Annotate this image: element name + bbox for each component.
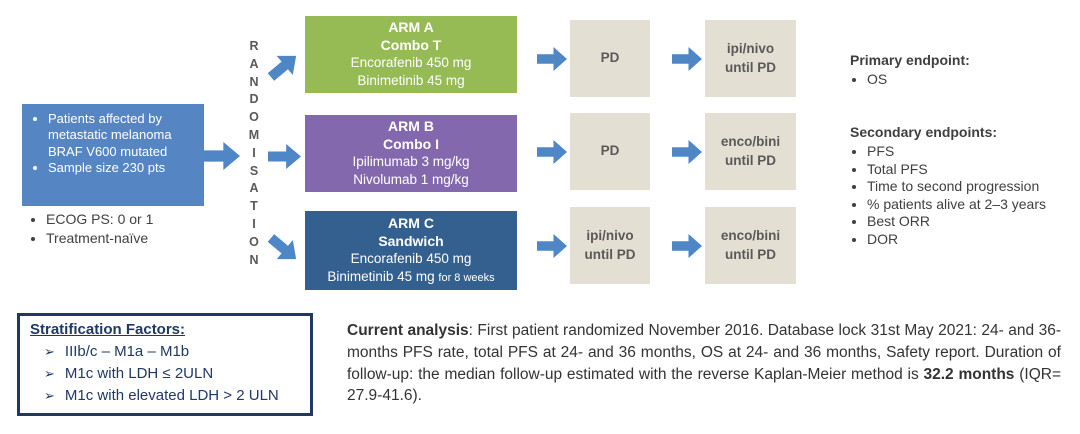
analysis-lead-bold: Current analysis bbox=[347, 322, 469, 339]
arm-name: ARM A bbox=[388, 19, 434, 35]
endpoint-item: Best ORR bbox=[867, 213, 1046, 231]
stratification-item-text: M1c with elevated LDH > 2 ULN bbox=[64, 387, 279, 404]
endpoint-item: Total PFS bbox=[867, 161, 1046, 179]
stage-box-arm-b-pd: PD bbox=[570, 113, 650, 190]
arrowhead-bullet-icon: ➢ bbox=[44, 366, 55, 381]
eligibility-item: Treatment-naïve bbox=[46, 229, 153, 248]
arm-b-box: ARM B Combo I Ipilimumab 3 mg/kg Nivolum… bbox=[305, 115, 517, 192]
right-arrow-icon bbox=[672, 47, 702, 71]
primary-endpoint-list: OS bbox=[850, 71, 970, 89]
right-arrow-icon bbox=[537, 47, 567, 71]
arm-a-box: ARM A Combo T Encorafenib 450 mg Binimet… bbox=[305, 16, 517, 93]
right-arrow-icon bbox=[537, 140, 567, 164]
secondary-endpoints-block: Secondary endpoints: PFS Total PFS Time … bbox=[850, 124, 1046, 249]
analysis-body-text: : First patient randomized November 2016… bbox=[347, 322, 1061, 383]
patient-population-box: Patients affected by metastatic melanoma… bbox=[22, 104, 204, 206]
stratification-item-text: IIIb/c – M1a – M1b bbox=[64, 343, 190, 360]
arm-drug: Ipilimumab 3 mg/kg bbox=[352, 154, 470, 169]
arm-drug-note: for 8 weeks bbox=[438, 272, 495, 284]
stratification-heading: Stratification Factors: bbox=[30, 321, 186, 338]
endpoint-item: % patients alive at 2–3 years bbox=[867, 196, 1046, 214]
endpoint-item: PFS bbox=[867, 143, 1046, 161]
endpoint-item: OS bbox=[867, 71, 970, 89]
stage-box-arm-b-next: enco/bini until PD bbox=[705, 113, 796, 190]
arm-name: ARM C bbox=[388, 215, 434, 231]
arrowhead-bullet-icon: ➢ bbox=[44, 344, 55, 359]
arm-drug-text: Binimetinib 45 mg bbox=[327, 269, 435, 284]
arm-subtitle: Combo I bbox=[383, 136, 439, 152]
arm-drug: Binimetinib 45 mg bbox=[305, 72, 517, 91]
primary-endpoint-heading: Primary endpoint: bbox=[850, 52, 970, 68]
stratification-item: ➢ M1c with elevated LDH > 2 ULN bbox=[30, 385, 302, 407]
arm-drug: Nivolumab 1 mg/kg bbox=[305, 171, 517, 190]
stage-box-arm-a-next: ipi/nivo until PD bbox=[705, 20, 796, 97]
stratification-item: ➢ IIIb/c – M1a – M1b bbox=[30, 341, 302, 363]
arm-subtitle: Combo T bbox=[380, 37, 442, 53]
patient-bullet: Patients affected by metastatic melanoma… bbox=[48, 111, 200, 160]
endpoint-item: DOR bbox=[867, 231, 1046, 249]
up-right-arrow-icon bbox=[263, 46, 304, 86]
arm-name: ARM B bbox=[388, 118, 434, 134]
primary-endpoint-block: Primary endpoint: OS bbox=[850, 52, 970, 89]
patient-bullet: Sample size 230 pts bbox=[48, 160, 200, 176]
stage-box-arm-c-next: enco/bini until PD bbox=[705, 207, 796, 284]
arm-drug: Encorafenib 450 mg bbox=[350, 55, 472, 70]
randomisation-label: R A N D O M I S A T I O N bbox=[248, 39, 260, 267]
current-analysis-paragraph: Current analysis: First patient randomiz… bbox=[347, 320, 1061, 407]
eligibility-list: ECOG PS: 0 or 1 Treatment-naïve bbox=[30, 210, 153, 248]
right-arrow-icon bbox=[537, 234, 567, 258]
right-arrow-icon bbox=[672, 234, 702, 258]
secondary-endpoints-list: PFS Total PFS Time to second progression… bbox=[850, 143, 1046, 249]
stage-box-arm-c-ipi-nivo: ipi/nivo until PD bbox=[570, 207, 650, 284]
arrowhead-bullet-icon: ➢ bbox=[44, 388, 55, 403]
arm-drug-text: Binimetinib 45 mg bbox=[357, 73, 465, 88]
arm-drug-text: Nivolumab 1 mg/kg bbox=[353, 172, 469, 187]
right-arrow-icon bbox=[672, 140, 702, 164]
arm-c-box: ARM C Sandwich Encorafenib 450 mg Binime… bbox=[305, 211, 517, 290]
analysis-median-bold: 32.2 months bbox=[923, 365, 1015, 383]
arm-subtitle: Sandwich bbox=[378, 233, 444, 249]
analysis-tail-text: (IQR= 27.9-41.6). bbox=[347, 365, 1061, 405]
stage-box-arm-a-pd: PD bbox=[570, 20, 650, 97]
arm-drug: Binimetinib 45 mg for 8 weeks bbox=[305, 268, 517, 287]
arm-drug: Encorafenib 450 mg bbox=[350, 251, 472, 266]
endpoint-item: Time to second progression bbox=[867, 178, 1046, 196]
eligibility-item: ECOG PS: 0 or 1 bbox=[46, 210, 153, 229]
right-arrow-icon bbox=[268, 144, 301, 169]
right-arrow-icon bbox=[203, 142, 240, 170]
stratification-factors-box: Stratification Factors: ➢ IIIb/c – M1a – … bbox=[17, 313, 313, 416]
stratification-item: ➢ M1c with LDH ≤ 2ULN bbox=[30, 363, 302, 385]
secondary-endpoints-heading: Secondary endpoints: bbox=[850, 124, 998, 140]
down-right-arrow-icon bbox=[263, 228, 304, 268]
patient-bullet-list: Patients affected by metastatic melanoma… bbox=[22, 111, 200, 177]
stratification-item-text: M1c with LDH ≤ 2ULN bbox=[64, 365, 214, 382]
